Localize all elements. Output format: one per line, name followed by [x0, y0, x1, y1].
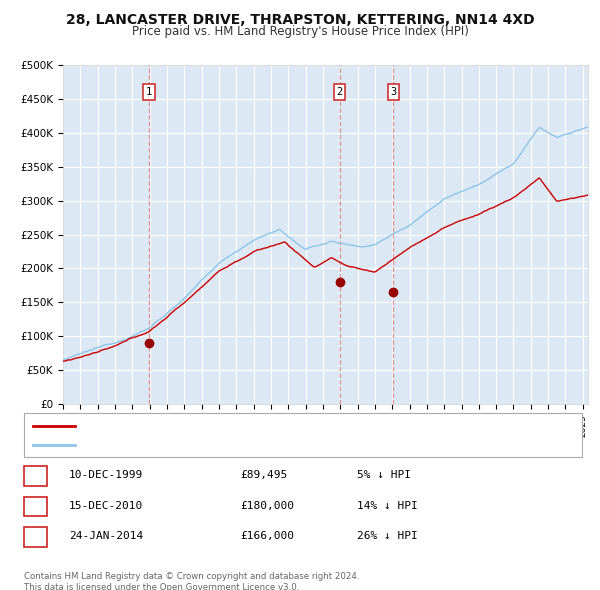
Text: 3: 3 — [32, 532, 39, 542]
Text: 2: 2 — [337, 87, 343, 97]
Text: 28, LANCASTER DRIVE, THRAPSTON, KETTERING, NN14 4XD (detached house): 28, LANCASTER DRIVE, THRAPSTON, KETTERIN… — [82, 421, 472, 431]
Text: Contains HM Land Registry data © Crown copyright and database right 2024.
This d: Contains HM Land Registry data © Crown c… — [24, 572, 359, 590]
Text: £89,495: £89,495 — [240, 470, 287, 480]
Text: 5% ↓ HPI: 5% ↓ HPI — [357, 470, 411, 480]
Text: £166,000: £166,000 — [240, 531, 294, 541]
Text: 24-JAN-2014: 24-JAN-2014 — [69, 531, 143, 541]
Text: £180,000: £180,000 — [240, 500, 294, 510]
Text: 26% ↓ HPI: 26% ↓ HPI — [357, 531, 418, 541]
Text: Price paid vs. HM Land Registry's House Price Index (HPI): Price paid vs. HM Land Registry's House … — [131, 25, 469, 38]
Text: 10-DEC-1999: 10-DEC-1999 — [69, 470, 143, 480]
Text: HPI: Average price, detached house, North Northamptonshire: HPI: Average price, detached house, Nort… — [82, 440, 388, 450]
Text: 28, LANCASTER DRIVE, THRAPSTON, KETTERING, NN14 4XD: 28, LANCASTER DRIVE, THRAPSTON, KETTERIN… — [65, 13, 535, 27]
Text: 15-DEC-2010: 15-DEC-2010 — [69, 500, 143, 510]
Text: 2: 2 — [32, 502, 39, 512]
Text: 1: 1 — [146, 87, 152, 97]
Text: 1: 1 — [32, 471, 39, 481]
Text: 14% ↓ HPI: 14% ↓ HPI — [357, 500, 418, 510]
Text: 3: 3 — [390, 87, 397, 97]
